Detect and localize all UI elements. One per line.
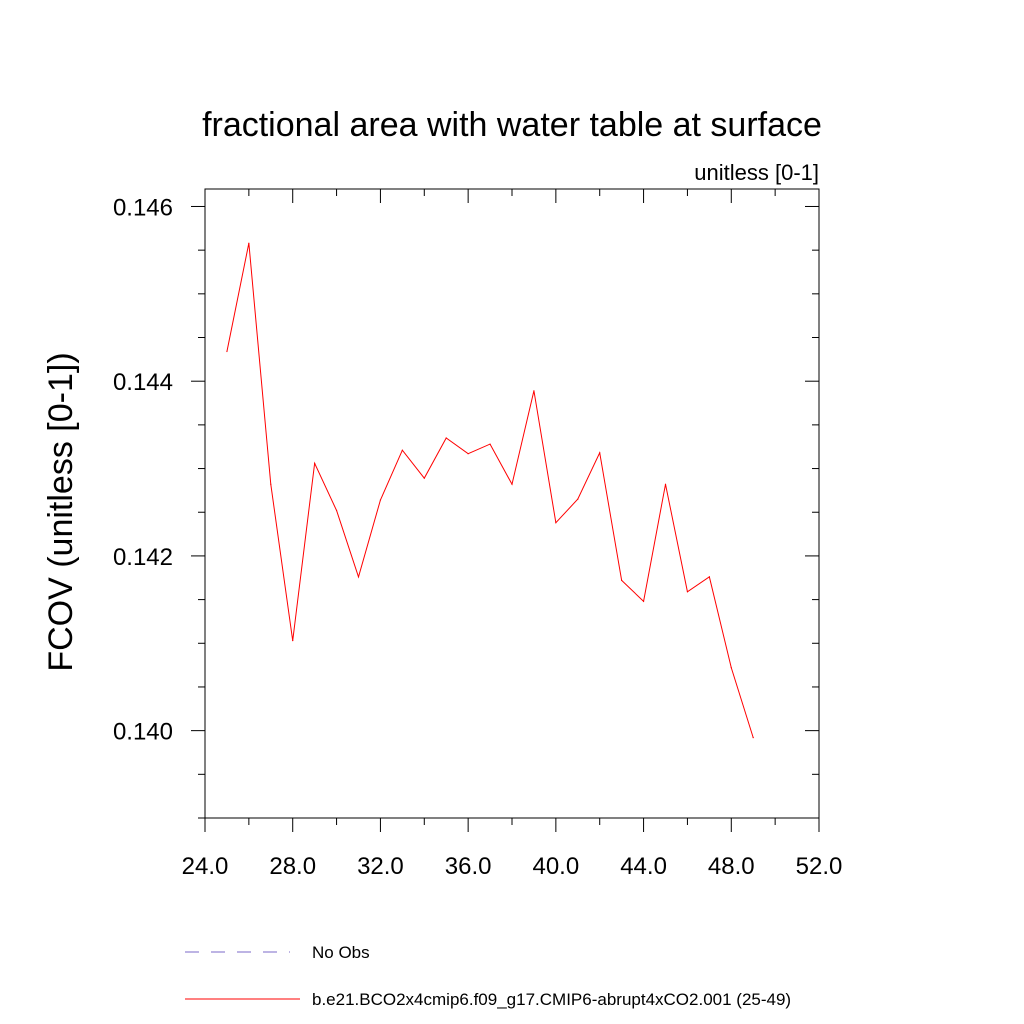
y-tick-label: 0.144 [113,369,173,396]
x-tick-label: 36.0 [445,853,492,880]
data-point [423,477,425,479]
data-point [292,640,294,642]
data-point [708,576,710,578]
data-point [511,483,513,485]
data-point [664,483,667,485]
legend-label-no-obs: No Obs [312,943,370,962]
series-line-1 [226,243,754,738]
data-point [226,350,228,353]
data-point [533,390,535,392]
data-point [314,462,316,464]
x-tick-label: 24.0 [182,853,229,880]
data-point [730,667,732,669]
data-point [599,452,601,454]
data-point [577,498,579,500]
x-tick-label: 28.0 [269,853,316,880]
data-point [379,499,382,501]
legend: No Obs b.e21.BCO2x4cmip6.f09_g17.CMIP6-a… [185,943,791,1009]
x-tick-label: 52.0 [796,853,843,880]
data-point [642,600,645,602]
plot-frame [204,188,820,819]
series-group [226,242,754,739]
x-tick-label: 40.0 [532,853,579,880]
x-tick-label: 32.0 [357,853,404,880]
data-point [445,437,447,439]
data-point [401,449,403,451]
data-point [686,591,689,593]
axis-ticks [191,189,820,832]
data-point [489,443,491,445]
tick-labels: 24.0 28.0 32.0 36.0 40.0 44.0 48.0 52.0 0.140 0.1… [113,194,842,880]
y-tick-label: 0.142 [113,544,173,571]
data-point [555,522,557,524]
data-point [270,483,272,485]
y-tick-label: 0.140 [113,719,173,746]
y-axis-label: FCOV (unitless [0-1]) [42,352,80,671]
data-point [621,579,623,581]
data-point [467,453,469,455]
data-point [752,737,754,739]
x-tick-label: 48.0 [708,853,755,880]
chart-subtitle: unitless [0-1] [694,160,819,185]
chart-title: fractional area with water table at surf… [202,106,822,144]
x-tick-label: 44.0 [620,853,667,880]
data-point [335,509,338,512]
legend-label-model: b.e21.BCO2x4cmip6.f09_g17.CMIP6-abrupt4x… [312,990,791,1009]
data-point [248,242,250,244]
y-tick-label: 0.146 [113,194,173,221]
data-point [357,576,360,578]
